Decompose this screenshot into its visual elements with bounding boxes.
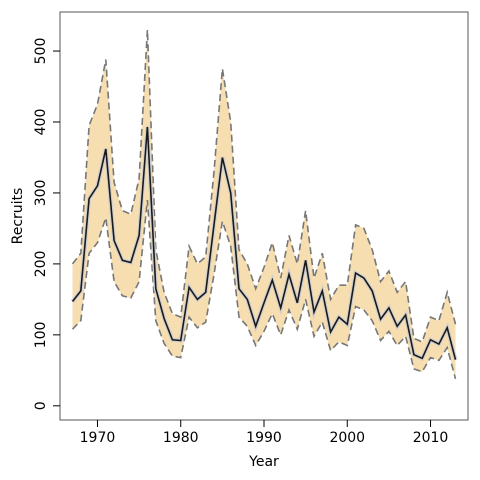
x-axis: 1970 1980 1990 2000 2010: [80, 420, 449, 446]
median-line: [71, 126, 457, 360]
x-axis-title: Year: [248, 454, 279, 470]
y-axis: 0 100 200 300 400 500: [33, 38, 60, 410]
y-tick-label: 200: [33, 251, 49, 278]
y-tick-label: 500: [33, 38, 49, 65]
lower-bound-line: [71, 199, 457, 380]
y-axis-title: Recruits: [10, 188, 26, 245]
confidence-band: [72, 29, 456, 379]
y-tick-label: 100: [33, 322, 49, 349]
x-tick-label: 2000: [329, 430, 365, 446]
series-line-layer: [70, 29, 458, 380]
x-tick-label: 1990: [246, 430, 282, 446]
y-tick-label: 300: [33, 180, 49, 207]
confidence-band-layer: [72, 29, 456, 379]
x-tick-label: 1970: [80, 430, 116, 446]
x-tick-label: 2010: [413, 430, 449, 446]
y-tick-label: 0: [33, 401, 49, 410]
y-tick-label: 400: [33, 109, 49, 136]
upper-bound-line: [71, 29, 457, 343]
x-tick-label: 1980: [163, 430, 199, 446]
